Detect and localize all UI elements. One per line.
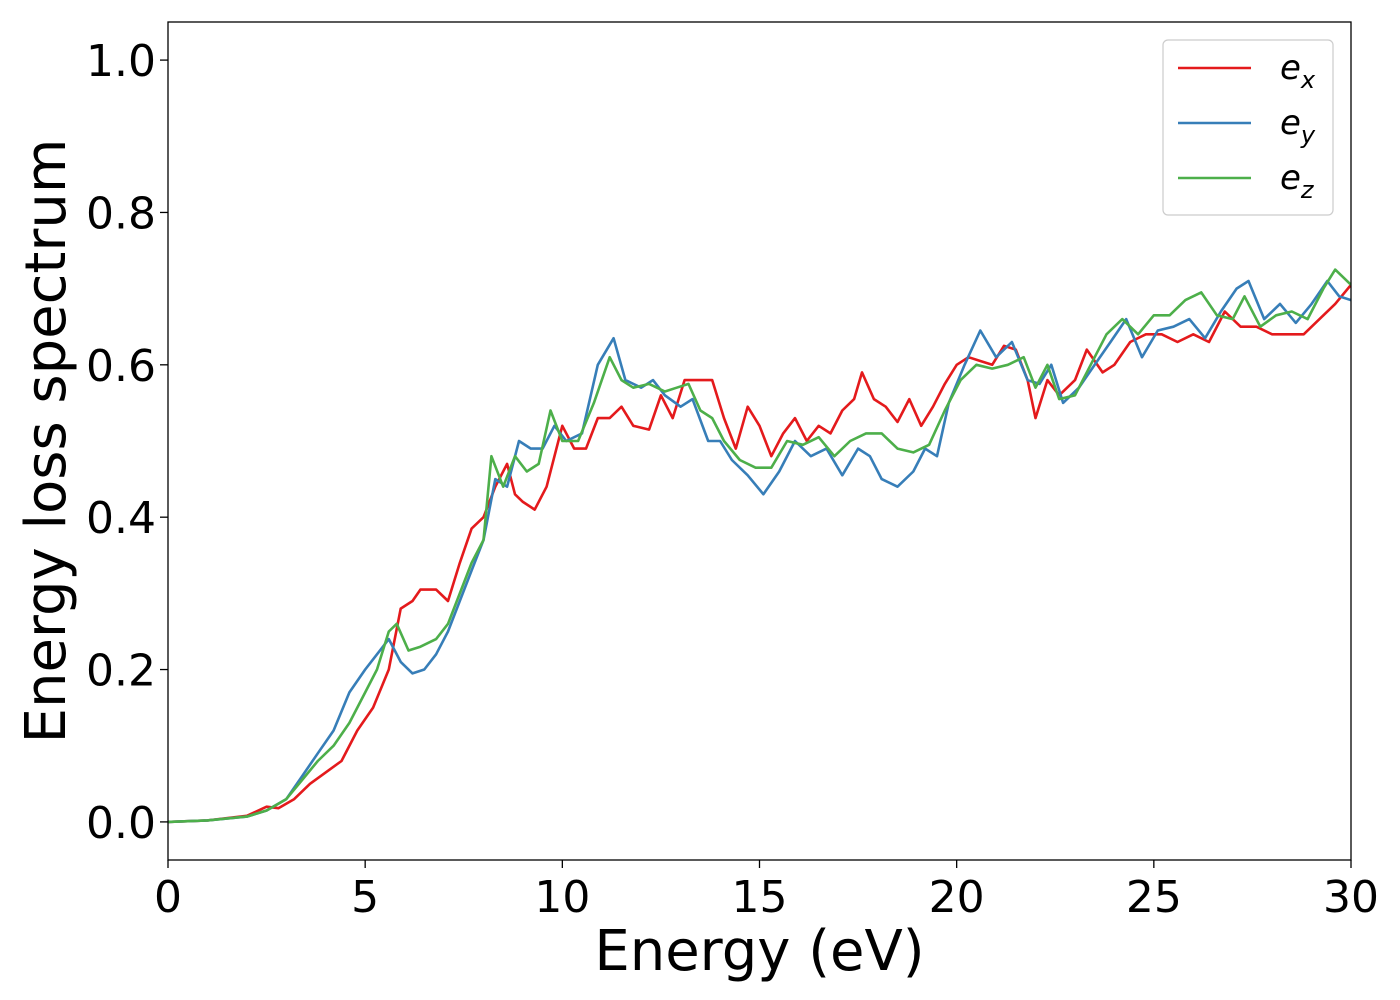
x-tick-label: 20 [929, 872, 985, 923]
x-tick-label: 5 [351, 872, 379, 923]
y-tick-label: 1.0 [86, 36, 156, 87]
y-tick-label: 0.8 [86, 188, 156, 239]
y-tick-label: 0.6 [86, 341, 156, 392]
y-tick-label: 0.2 [86, 646, 156, 697]
legend-label-e_z: ez [1280, 158, 1315, 204]
x-tick-label: 15 [732, 872, 788, 923]
legend-label-e_y: ey [1280, 103, 1316, 149]
series-line-e_x [168, 283, 1351, 824]
y-tick-label: 0.0 [86, 798, 156, 849]
legend-label-e_x: ex [1280, 48, 1316, 94]
x-tick-label: 30 [1323, 872, 1379, 923]
x-tick-label: 0 [154, 872, 182, 923]
series-line-e_z [168, 268, 1351, 824]
legend: ex ey ez [1162, 39, 1334, 216]
y-axis: 0.0 0.2 0.4 0.6 0.8 1.0 [86, 36, 168, 849]
series-line-e_y [168, 279, 1351, 824]
y-tick-label: 0.4 [86, 493, 156, 544]
legend-box [1162, 39, 1334, 216]
x-axis-label: Energy (eV) [594, 919, 924, 984]
series-layer [168, 268, 1351, 824]
y-axis-label: Energy loss spectrum [14, 139, 79, 744]
x-tick-label: 25 [1126, 872, 1182, 923]
x-tick-label: 10 [534, 872, 590, 923]
x-axis: 0 5 10 15 20 25 30 [154, 860, 1379, 923]
